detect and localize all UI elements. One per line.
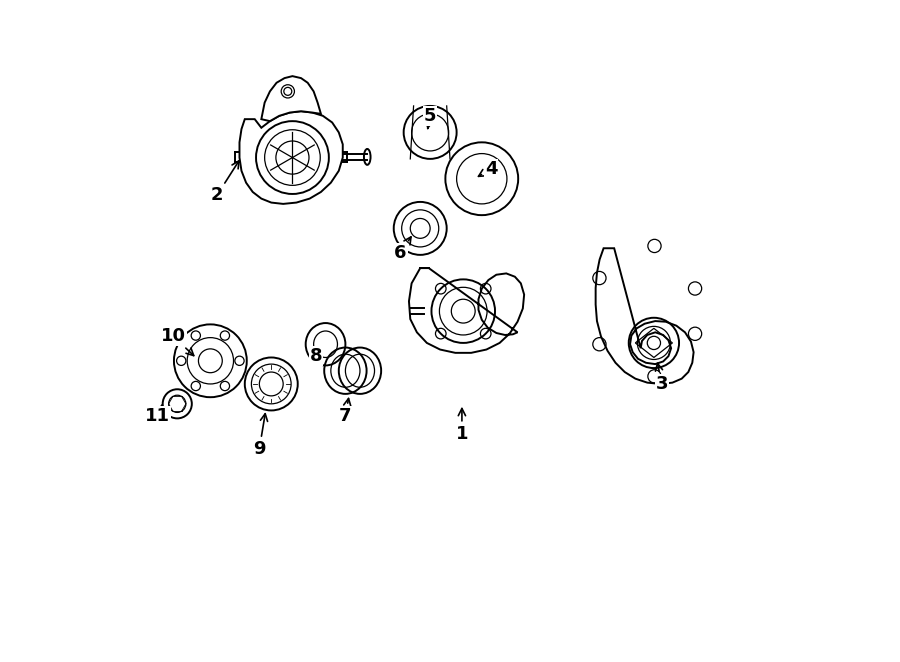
Text: 2: 2	[211, 161, 239, 205]
Text: 3: 3	[655, 363, 668, 393]
Text: 1: 1	[455, 408, 468, 443]
Polygon shape	[261, 76, 321, 121]
Text: 4: 4	[479, 160, 498, 178]
Text: 6: 6	[394, 237, 411, 262]
Text: 11: 11	[145, 405, 170, 425]
Polygon shape	[596, 248, 694, 384]
Polygon shape	[409, 268, 524, 353]
Polygon shape	[239, 111, 343, 204]
Text: 7: 7	[339, 399, 352, 425]
Text: 8: 8	[310, 347, 322, 365]
Text: 5: 5	[424, 107, 436, 128]
Text: 10: 10	[161, 327, 194, 355]
Text: 9: 9	[253, 414, 267, 458]
